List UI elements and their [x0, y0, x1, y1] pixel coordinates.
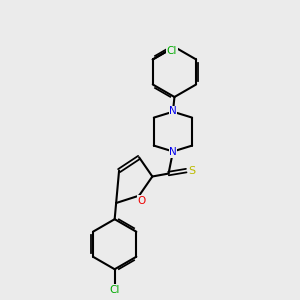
Text: Cl: Cl	[110, 285, 120, 295]
Text: N: N	[169, 147, 177, 157]
Text: O: O	[137, 196, 146, 206]
Text: Cl: Cl	[167, 46, 177, 56]
Text: N: N	[169, 106, 177, 116]
Text: S: S	[188, 166, 196, 176]
